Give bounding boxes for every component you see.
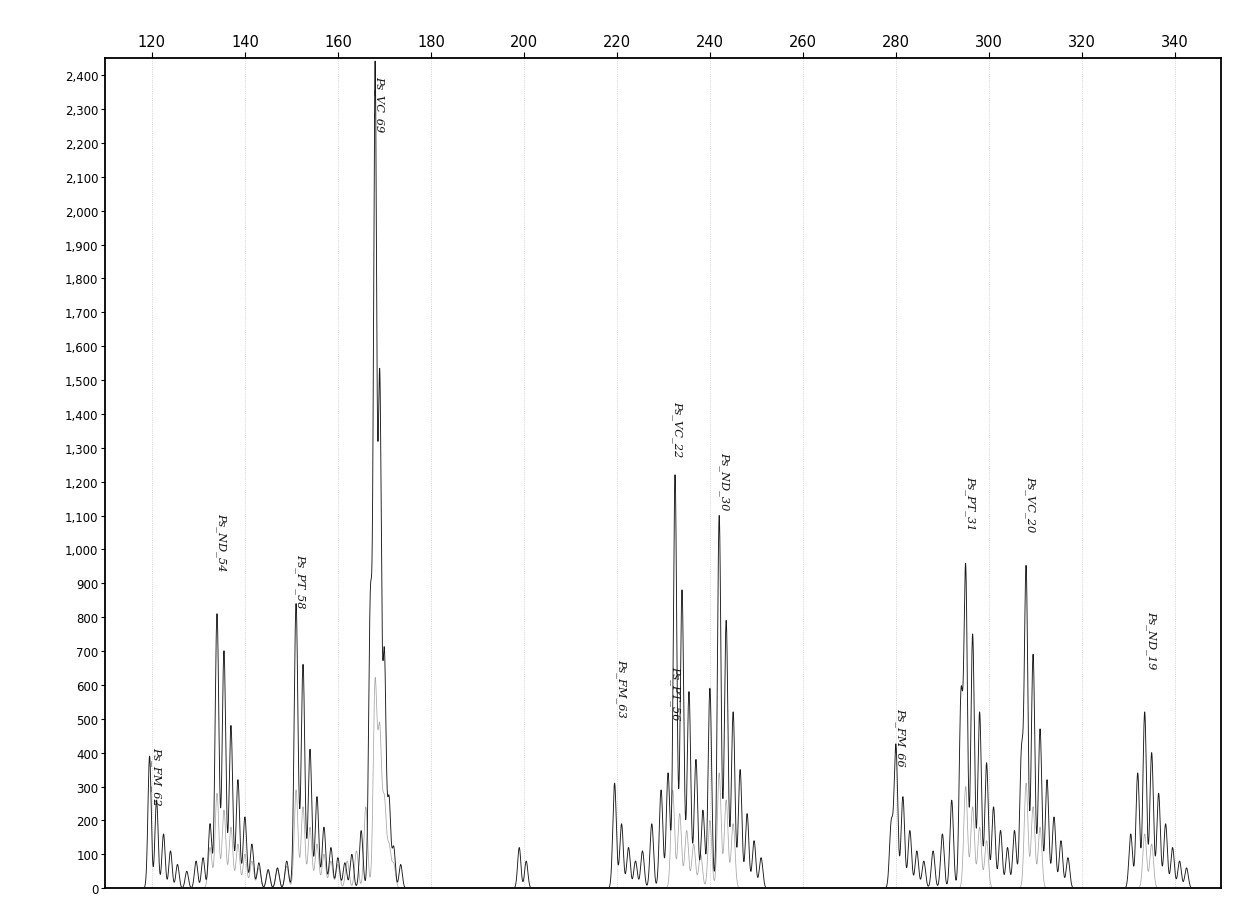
Text: Ps_FM_63: Ps_FM_63 [616,658,627,717]
Text: Ps_FM_66: Ps_FM_66 [895,707,906,766]
Text: Ps_ND_19: Ps_ND_19 [1147,610,1157,669]
Text: Ps_ND_30: Ps_ND_30 [719,452,729,510]
Text: Ps_PT_31: Ps_PT_31 [965,476,976,530]
Text: Ps_FM_62: Ps_FM_62 [151,746,162,804]
Text: Ps_PT_56: Ps_PT_56 [670,665,681,720]
Text: Ps_PT_58: Ps_PT_58 [295,553,306,608]
Text: Ps_ND_54: Ps_ND_54 [217,513,227,571]
Text: Ps_VC_69: Ps_VC_69 [374,77,386,132]
Text: Ps_VC_22: Ps_VC_22 [672,401,683,457]
Text: Ps_VC_20: Ps_VC_20 [1025,476,1037,532]
